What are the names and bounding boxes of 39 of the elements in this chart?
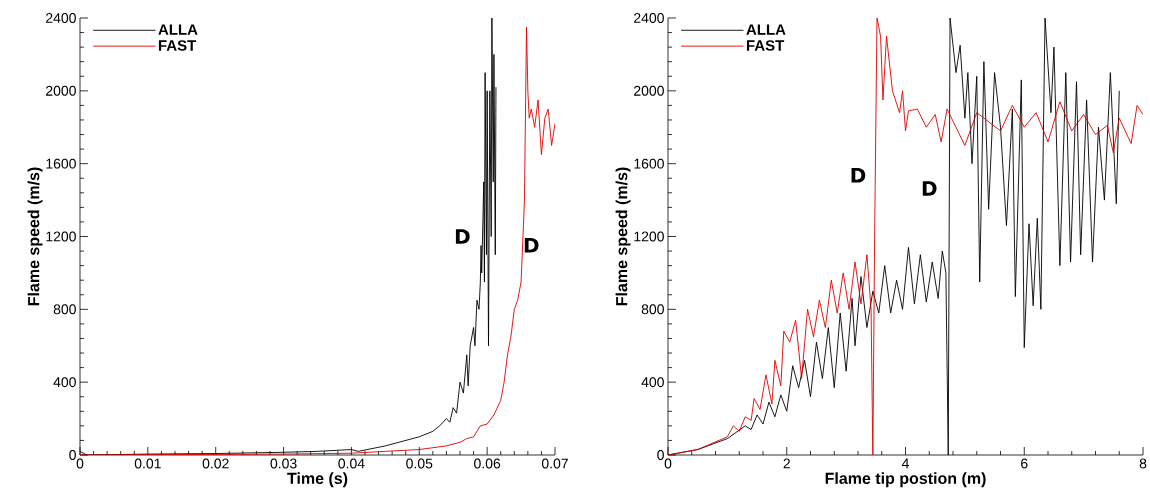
y-tick-label: 2000: [46, 85, 76, 96]
y-tick-label: 0: [657, 450, 664, 460]
x-tick-label: 4: [901, 458, 909, 469]
x-tick-label: 0.07: [541, 458, 568, 469]
x-tick-label: 0: [76, 458, 84, 469]
x-tick-label: 0.02: [202, 458, 229, 469]
x-tick-label: 0: [664, 458, 672, 469]
x-tick-label: 6: [1021, 458, 1028, 469]
y-tick-label: 2400: [46, 13, 76, 23]
legend-label: ALLA: [746, 24, 786, 35]
y-tick-label: 2400: [634, 13, 664, 23]
y-tick-label: 1600: [634, 158, 664, 169]
x-tick-label: 0.05: [406, 458, 433, 469]
legend-label: ALLA: [158, 24, 198, 35]
y-axis-title: Flame speed (m/s): [27, 167, 43, 306]
x-tick-label: 0.01: [134, 458, 161, 469]
x-axis-title: Flame tip postion (m): [825, 472, 986, 488]
y-tick-label: 400: [641, 377, 664, 388]
y-tick-label: 0: [69, 450, 76, 460]
x-tick-label: 8: [1139, 458, 1147, 469]
legend-label: FAST: [746, 40, 785, 51]
y-tick-label: 1200: [634, 231, 664, 242]
annotation: D: [524, 237, 539, 253]
legend-label: FAST: [158, 40, 197, 51]
y-tick-label: 1600: [46, 158, 76, 169]
annotation: D: [455, 229, 470, 244]
x-tick-label: 0.04: [338, 458, 365, 469]
y-tick-label: 800: [53, 304, 76, 315]
y-tick-label: 400: [53, 377, 76, 388]
annotation: D: [851, 168, 866, 183]
y-tick-label: 1200: [46, 231, 76, 242]
x-tick-label: 2: [783, 458, 790, 469]
x-axis-title: Time (s): [287, 472, 348, 488]
y-axis-title: Flame speed (m/s): [615, 167, 631, 306]
x-tick-label: 0.06: [474, 458, 501, 469]
y-tick-label: 2000: [634, 85, 664, 96]
x-tick-label: 0.03: [270, 458, 297, 469]
annotation: D: [922, 181, 937, 196]
y-tick-label: 800: [641, 304, 664, 315]
